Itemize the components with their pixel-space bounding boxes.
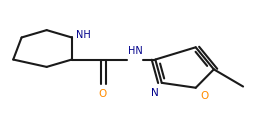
Text: O: O	[200, 91, 209, 101]
Text: NH: NH	[76, 30, 90, 40]
Text: O: O	[98, 89, 106, 99]
Text: HN: HN	[128, 46, 143, 56]
Text: N: N	[151, 88, 159, 98]
